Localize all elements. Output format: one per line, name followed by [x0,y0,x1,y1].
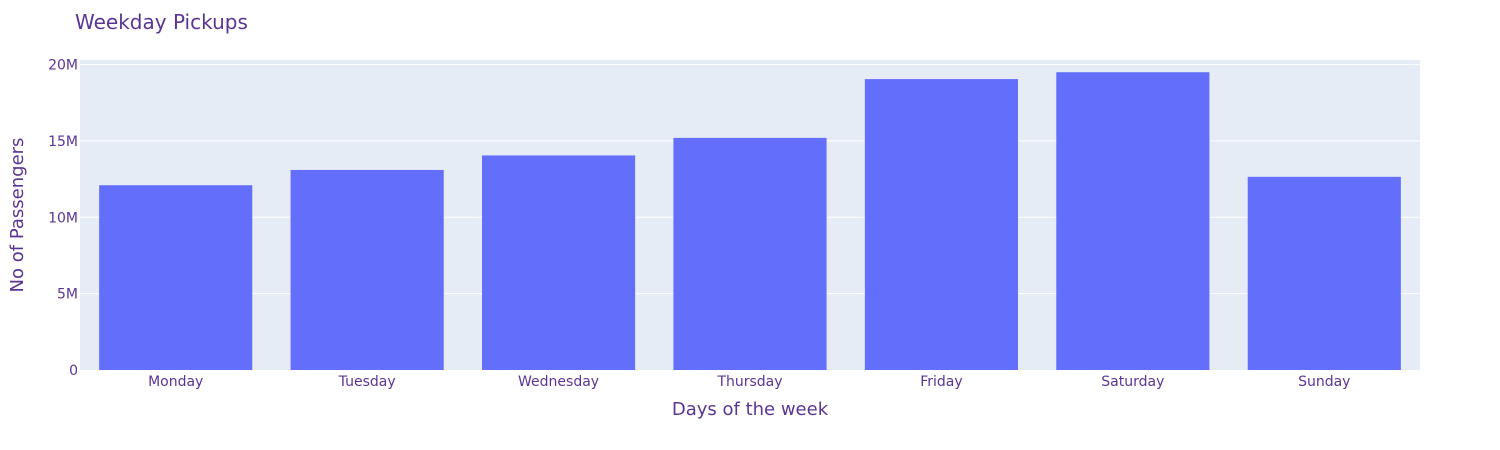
bar-monday[interactable] [99,185,253,370]
y-axis-title: No of Passengers [7,138,28,293]
x-tick-label: Monday [148,374,203,390]
x-tick-label: Saturday [1101,374,1164,390]
bar-friday[interactable] [864,79,1018,370]
bar-sunday[interactable] [1247,176,1401,370]
y-axis-ticks: 0 5M 10M 15M 20M [48,58,78,379]
y-tick-label: 0 [69,363,78,379]
chart-title: Weekday Pickups [75,10,248,34]
bar-tuesday[interactable] [290,169,444,370]
x-tick-label: Friday [920,374,962,390]
x-tick-label: Tuesday [338,374,396,390]
x-tick-label: Thursday [716,374,782,390]
y-tick-label: 20M [48,58,78,74]
bar-wednesday[interactable] [482,155,636,370]
x-tick-label: Wednesday [518,374,599,390]
bar-thursday[interactable] [673,137,827,370]
x-tick-label: Sunday [1298,374,1350,390]
x-axis-ticks: Monday Tuesday Wednesday Thursday Friday Satu… [148,374,1350,390]
y-tick-label: 10M [48,210,78,226]
bars [99,72,1401,371]
y-tick-label: 5M [57,287,78,303]
bar-saturday[interactable] [1056,72,1210,371]
x-axis-title: Days of the week [672,399,829,420]
y-tick-label: 15M [48,134,78,150]
